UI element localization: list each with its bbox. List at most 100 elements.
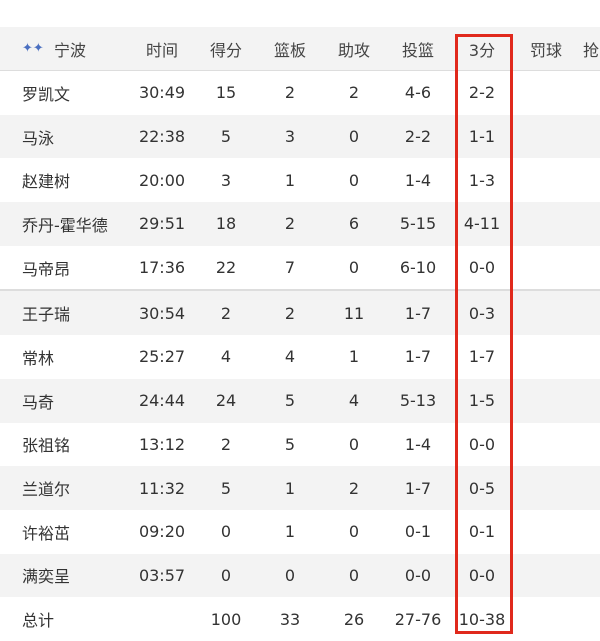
player-row: 罗凯文 30:49 15 2 2 4-6 2-2 — [0, 71, 600, 115]
player-row: 马帝昂 17:36 22 7 0 6-10 0-0 — [0, 246, 600, 292]
cell-rebounds: 1 — [284, 478, 296, 498]
player-name[interactable]: 赵建树 — [22, 172, 71, 192]
cell-3pt: 4-11 — [463, 214, 501, 234]
player-row: 马奇 24:44 24 5 4 5-13 1-5 — [0, 378, 600, 423]
cell-assists: 0 — [348, 565, 360, 585]
team-name: 宁波 — [54, 40, 87, 60]
col-fg[interactable]: 投篮 — [401, 40, 434, 60]
cell-rebounds: 3 — [284, 127, 296, 147]
cell-points: 100 — [210, 609, 242, 629]
col-ft[interactable]: 罚球 — [529, 40, 562, 60]
cell-time: 24:44 — [138, 391, 186, 411]
col-points[interactable]: 得分 — [209, 40, 242, 60]
cell-rebounds: 1 — [284, 522, 296, 542]
cell-assists: 0 — [348, 170, 360, 190]
player-name[interactable]: 兰道尔 — [22, 480, 71, 500]
cell-fg: 0-1 — [404, 522, 432, 542]
cell-rebounds: 5 — [284, 434, 296, 454]
cell-fg: 1-7 — [404, 303, 432, 323]
player-row: 张祖铭 13:12 2 5 0 1-4 0-0 — [0, 423, 600, 467]
cell-3pt: 10-38 — [458, 609, 506, 629]
cell-rebounds: 1 — [284, 170, 296, 190]
cell-3pt: 0-0 — [468, 258, 496, 278]
cell-time: 09:20 — [138, 522, 186, 542]
cell-time: 20:00 — [138, 170, 186, 190]
cell-points: 5 — [220, 478, 232, 498]
player-name[interactable]: 马奇 — [22, 392, 55, 412]
cell-points: 5 — [220, 127, 232, 147]
cell-rebounds: 2 — [284, 303, 296, 323]
cell-points: 0 — [220, 565, 232, 585]
team-logo-icon: ✦✦ — [22, 40, 44, 56]
player-name[interactable]: 满奕呈 — [22, 567, 71, 587]
cell-rebounds: 4 — [284, 347, 296, 367]
cell-assists: 2 — [348, 83, 360, 103]
cell-fg: 5-15 — [399, 214, 437, 234]
cell-rebounds: 2 — [284, 83, 296, 103]
cell-assists: 1 — [348, 347, 360, 367]
player-name[interactable]: 马泳 — [22, 128, 55, 148]
col-rebounds[interactable]: 篮板 — [273, 40, 306, 60]
cell-points: 18 — [215, 214, 237, 234]
col-assists[interactable]: 助攻 — [337, 40, 370, 60]
cell-time: 25:27 — [138, 347, 186, 367]
cell-3pt: 1-1 — [468, 127, 496, 147]
cell-points: 0 — [220, 522, 232, 542]
col-time[interactable]: 时间 — [145, 40, 178, 60]
cell-fg: 27-76 — [394, 609, 442, 629]
cell-rebounds: 7 — [284, 258, 296, 278]
cell-fg: 0-0 — [404, 565, 432, 585]
cell-points: 22 — [215, 258, 237, 278]
table-header: ✦✦ 宁波 时间 得分 篮板 助攻 投篮 3分 罚球 抢 — [0, 27, 600, 71]
player-name[interactable]: 罗凯文 — [22, 84, 71, 104]
cell-fg: 6-10 — [399, 258, 437, 278]
cell-points: 3 — [220, 170, 232, 190]
cell-3pt: 1-5 — [468, 391, 496, 411]
cell-time: 13:12 — [138, 434, 186, 454]
team-header[interactable]: ✦✦ 宁波 — [0, 37, 130, 61]
player-row: 赵建树 20:00 3 1 0 1-4 1-3 — [0, 158, 600, 202]
cell-3pt: 0-0 — [468, 565, 496, 585]
player-row: 满奕呈 03:57 0 0 0 0-0 0-0 — [0, 553, 600, 598]
cell-points: 15 — [215, 83, 237, 103]
total-label: 总计 — [22, 611, 55, 631]
cell-assists: 4 — [348, 391, 360, 411]
cell-3pt: 0-1 — [468, 522, 496, 542]
cell-fg: 5-13 — [399, 391, 437, 411]
cell-assists: 26 — [343, 609, 365, 629]
cell-time: 29:51 — [138, 214, 186, 234]
cell-assists: 0 — [348, 434, 360, 454]
cell-assists: 0 — [348, 522, 360, 542]
cell-rebounds: 5 — [284, 391, 296, 411]
cell-3pt: 0-0 — [468, 434, 496, 454]
cell-time: 22:38 — [138, 127, 186, 147]
cell-fg: 1-4 — [404, 434, 432, 454]
cell-3pt: 0-5 — [468, 478, 496, 498]
cell-assists: 0 — [348, 127, 360, 147]
cell-3pt: 2-2 — [468, 83, 496, 103]
cell-3pt: 1-7 — [468, 347, 496, 367]
player-name[interactable]: 许裕茁 — [22, 523, 71, 543]
player-row: 马泳 22:38 5 3 0 2-2 1-1 — [0, 114, 600, 159]
cell-points: 4 — [220, 347, 232, 367]
player-name[interactable]: 马帝昂 — [22, 259, 71, 279]
col-3pt[interactable]: 3分 — [468, 40, 496, 60]
cell-3pt: 1-3 — [468, 170, 496, 190]
col-steals[interactable]: 抢 — [583, 40, 600, 60]
cell-fg: 2-2 — [404, 127, 432, 147]
player-name[interactable]: 乔丹-霍华德 — [22, 215, 108, 235]
cell-fg: 1-4 — [404, 170, 432, 190]
cell-assists: 11 — [343, 303, 365, 323]
player-name[interactable]: 张祖铭 — [22, 436, 71, 456]
cell-assists: 2 — [348, 478, 360, 498]
cell-assists: 0 — [348, 258, 360, 278]
cell-time: 30:54 — [138, 303, 186, 323]
cell-time: 17:36 — [138, 258, 186, 278]
cell-points: 2 — [220, 434, 232, 454]
cell-time: 11:32 — [138, 478, 186, 498]
cell-assists: 6 — [348, 214, 360, 234]
table-body: 罗凯文 30:49 15 2 2 4-6 2-2 马泳 22:38 5 3 0 2-2 1-1 赵建树 20:… — [0, 71, 600, 641]
player-name[interactable]: 王子瑞 — [22, 305, 71, 325]
player-name[interactable]: 常林 — [22, 348, 55, 368]
player-row: 乔丹-霍华德 29:51 18 2 6 5-15 4-11 — [0, 202, 600, 246]
